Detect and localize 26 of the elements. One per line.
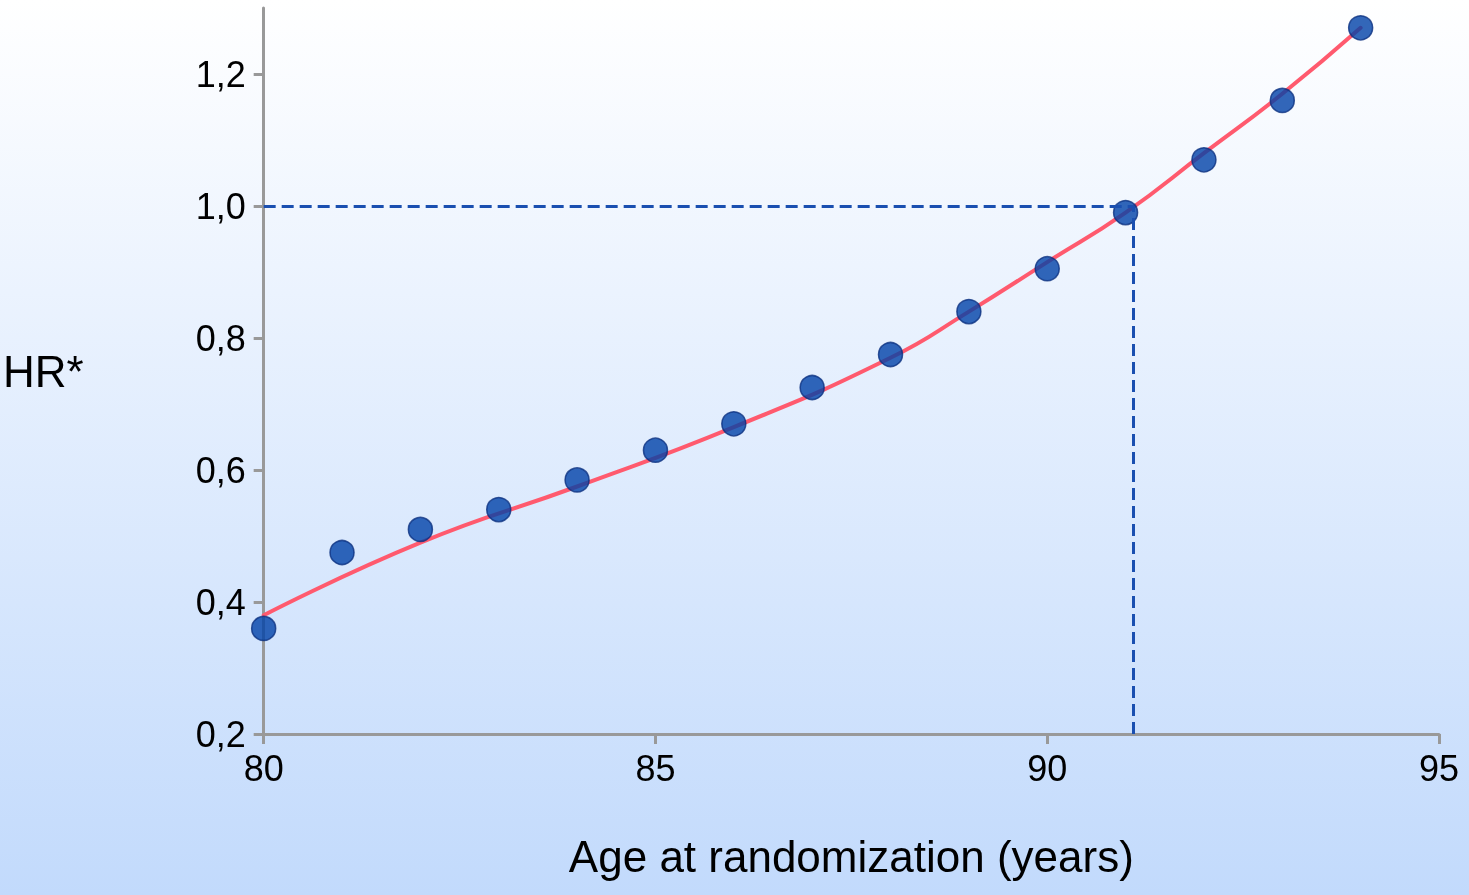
y-axis-title: HR* xyxy=(2,346,84,396)
y-tick-label: 0,6 xyxy=(195,449,246,491)
point xyxy=(250,615,277,642)
y-tick-label: 0,4 xyxy=(195,581,246,623)
x-tick-label: 95 xyxy=(1418,747,1460,789)
point xyxy=(329,539,355,566)
x-tick-label: 90 xyxy=(1027,747,1068,789)
point xyxy=(1034,255,1060,282)
y-tick-label: 1,2 xyxy=(195,53,246,95)
point xyxy=(407,516,434,543)
x-tick-label: 80 xyxy=(243,747,284,789)
point xyxy=(1347,15,1374,41)
point xyxy=(956,298,982,325)
point xyxy=(877,341,904,368)
y-tick-label: 0,8 xyxy=(195,317,246,359)
y-tick-label: 1,0 xyxy=(195,185,246,227)
y-tick-label: 0,2 xyxy=(195,713,246,755)
point xyxy=(1191,147,1217,173)
point xyxy=(486,496,512,523)
point xyxy=(799,374,825,401)
x-tick-label: 85 xyxy=(635,747,676,789)
x-axis-title: Age at randomization (years) xyxy=(568,831,1134,881)
point xyxy=(721,411,747,437)
point xyxy=(642,437,669,463)
point xyxy=(564,467,590,493)
point xyxy=(1269,87,1296,114)
